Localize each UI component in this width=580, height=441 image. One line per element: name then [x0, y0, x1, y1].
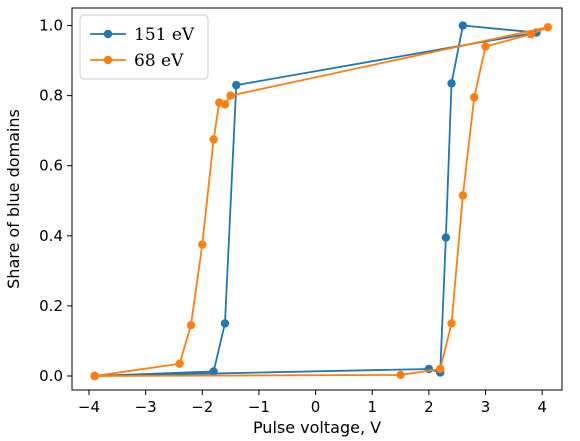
data-point — [470, 93, 479, 102]
y-tick-label: 0.0 — [39, 367, 63, 385]
data-point — [90, 371, 99, 381]
x-tick-label: 2 — [424, 398, 434, 416]
y-tick-label: 1.0 — [39, 17, 63, 35]
data-point — [175, 359, 184, 368]
x-tick-label: 3 — [481, 398, 491, 416]
series-1 — [90, 23, 553, 381]
data-point — [220, 319, 230, 328]
plot-layer — [90, 21, 553, 381]
legend-marker — [103, 29, 113, 39]
data-point — [458, 191, 468, 200]
data-point — [481, 42, 490, 51]
data-point — [209, 367, 218, 376]
data-point — [526, 30, 536, 39]
x-tick-label: −4 — [78, 398, 100, 416]
series-line — [94, 26, 549, 377]
data-point — [441, 233, 451, 242]
legend-label: 151 eV — [134, 25, 195, 45]
legend-label: 68 eV — [134, 51, 184, 71]
legend-marker — [103, 55, 113, 65]
data-point — [447, 319, 456, 328]
data-point — [186, 320, 196, 330]
data-point — [220, 100, 230, 109]
x-tick-label: 4 — [537, 398, 547, 416]
data-point — [436, 364, 445, 374]
data-point — [447, 79, 456, 88]
legend: 151 eV 68 eV — [79, 14, 209, 80]
data-point — [458, 21, 468, 30]
x-tick-label: −1 — [248, 398, 270, 416]
data-point — [396, 370, 405, 380]
x-axis-label: Pulse voltage, V — [253, 418, 381, 437]
y-tick-label: 0.2 — [39, 297, 63, 315]
x-tick-label: −3 — [135, 398, 157, 416]
y-tick-label: 0.8 — [39, 87, 63, 105]
x-tick-label: 0 — [311, 398, 321, 416]
y-tick-label: 0.4 — [39, 227, 63, 245]
x-tick-label: −2 — [191, 398, 213, 416]
data-point — [198, 240, 207, 249]
y-axis-label: Share of blue domains — [4, 109, 23, 289]
data-point — [209, 135, 218, 144]
data-point — [226, 91, 235, 100]
y-tick-label: 0.6 — [39, 157, 63, 175]
plot-frame — [71, 7, 563, 391]
x-tick-label: 1 — [367, 398, 377, 416]
x-axis-ticks: −4 −3 −2 −1 0 1 2 3 4 — [78, 390, 547, 416]
data-point — [232, 80, 241, 90]
data-point — [543, 23, 553, 32]
y-axis-ticks: 0.0 0.2 0.4 0.6 0.8 1.0 — [39, 17, 72, 385]
legend-frame — [79, 14, 209, 80]
